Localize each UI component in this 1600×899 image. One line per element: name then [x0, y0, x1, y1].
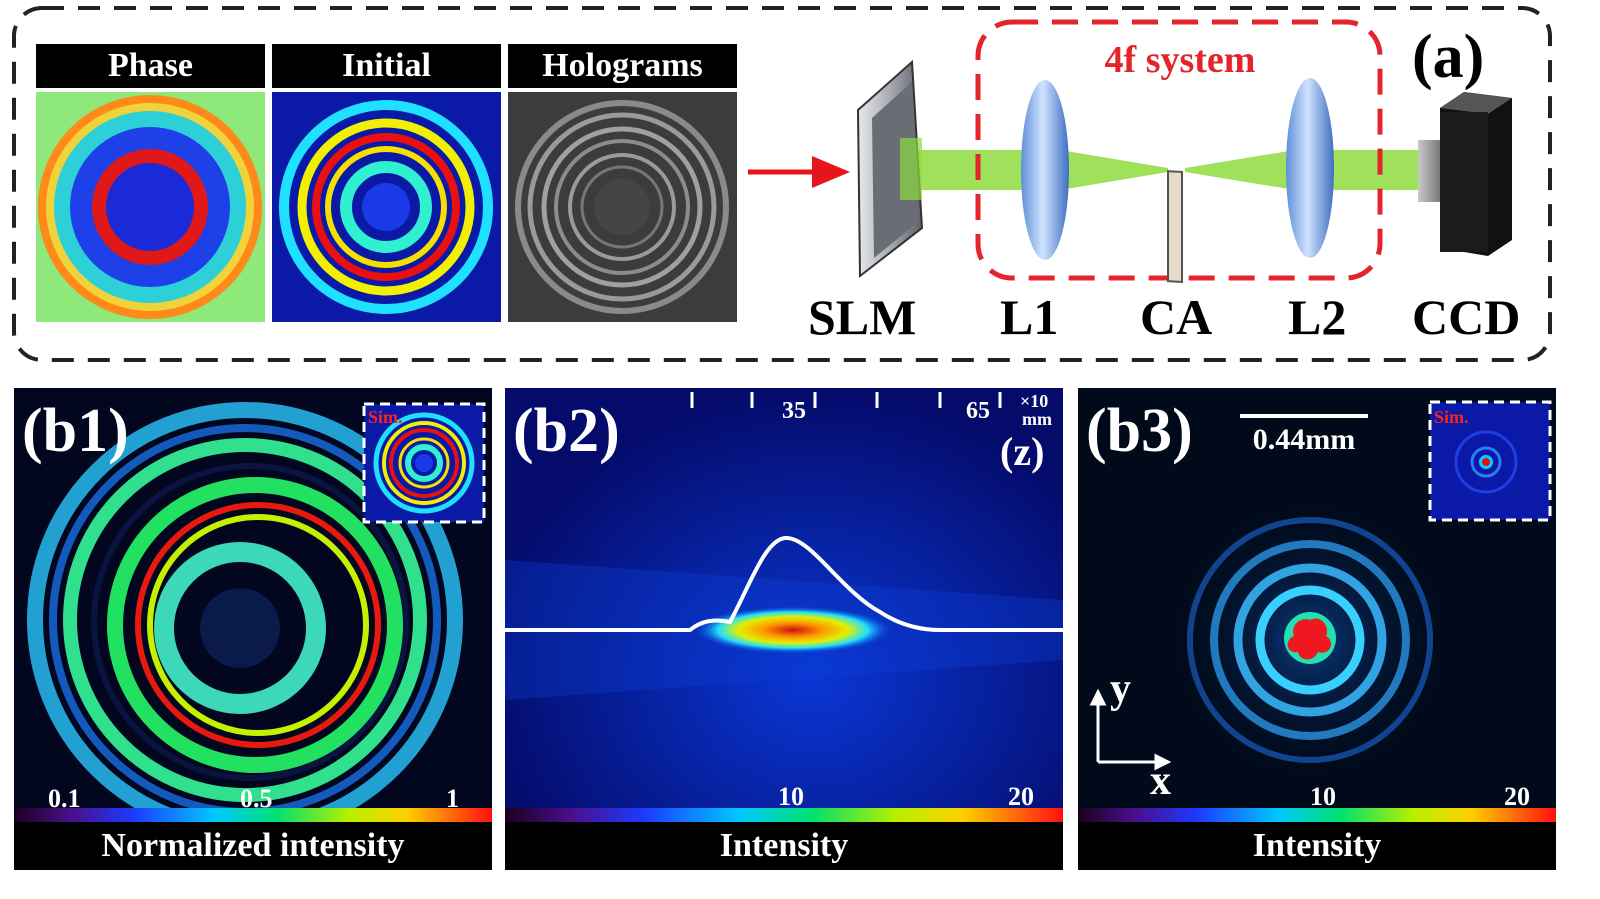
aperture-ca-icon [1167, 170, 1183, 283]
label-slm: SLM [808, 289, 917, 345]
slm-device-icon [856, 59, 924, 279]
b2-top-ticks [690, 392, 1002, 408]
label-l1: L1 [1000, 289, 1059, 345]
lens-l2-icon [1286, 78, 1334, 258]
b2-top-tick-1: 65 [966, 398, 990, 424]
b1-sim-label: Sim. [368, 407, 403, 427]
scale-bar-label: 0.44mm [1252, 423, 1356, 456]
b3-colorbar-title: Intensity [1252, 827, 1382, 864]
axis-x-label: x [1150, 758, 1171, 804]
panel-b3-inset [1428, 400, 1552, 522]
4f-system-label: 4f system [1104, 39, 1256, 81]
b3-tick-1: 20 [1504, 782, 1530, 811]
b1-colorbar-title: Normalized intensity [101, 827, 405, 864]
b2-top-tick-0: 35 [782, 398, 806, 424]
b1-tick-1: 0.5 [240, 784, 273, 813]
b2-tick-0: 10 [778, 782, 804, 811]
panel-b1-inset [362, 402, 486, 524]
arrow-icon [748, 156, 850, 188]
b1-colorbar [14, 808, 492, 822]
axis-y-label: y [1110, 666, 1131, 712]
xy-axes-icon [1089, 688, 1172, 771]
panel-b1-label: (b1) [22, 397, 129, 465]
laser-beam [915, 150, 1420, 190]
label-ca: CA [1140, 289, 1213, 345]
panel-b2-label: (b2) [513, 397, 620, 465]
phase-image [36, 92, 265, 322]
b3-sim-label: Sim. [1434, 407, 1469, 427]
b1-tick-0: 0.1 [48, 784, 81, 813]
holograms-image [508, 92, 737, 322]
b2-tick-1: 20 [1008, 782, 1034, 811]
header-phase: Phase [36, 44, 265, 88]
header-initial: Initial [272, 44, 501, 88]
initial-image [272, 92, 501, 322]
b1-tick-2: 1 [446, 784, 459, 813]
panel-b3-label: (b3) [1086, 397, 1193, 465]
b2-colorbar [505, 808, 1063, 822]
b2-axis-z-label: (z) [1000, 429, 1045, 474]
b2-colorbar-title: Intensity [719, 827, 849, 864]
b2-unit-line2: mm [1022, 409, 1052, 429]
b3-colorbar [1078, 808, 1556, 822]
panel-b1-image [14, 388, 492, 870]
panel-b2-image [505, 388, 1063, 870]
4f-system-box [975, 19, 1383, 281]
panel-a-frame [12, 6, 1552, 362]
lens-l1-icon [1021, 80, 1069, 260]
b3-tick-0: 10 [1310, 782, 1336, 811]
label-l2: L2 [1288, 289, 1347, 345]
header-holograms: Holograms [508, 44, 737, 88]
label-ccd: CCD [1412, 289, 1521, 345]
b2-unit-line1: ×10 [1020, 391, 1049, 411]
ccd-camera-icon [1418, 92, 1512, 256]
panel-a-label: (a) [1412, 23, 1485, 91]
